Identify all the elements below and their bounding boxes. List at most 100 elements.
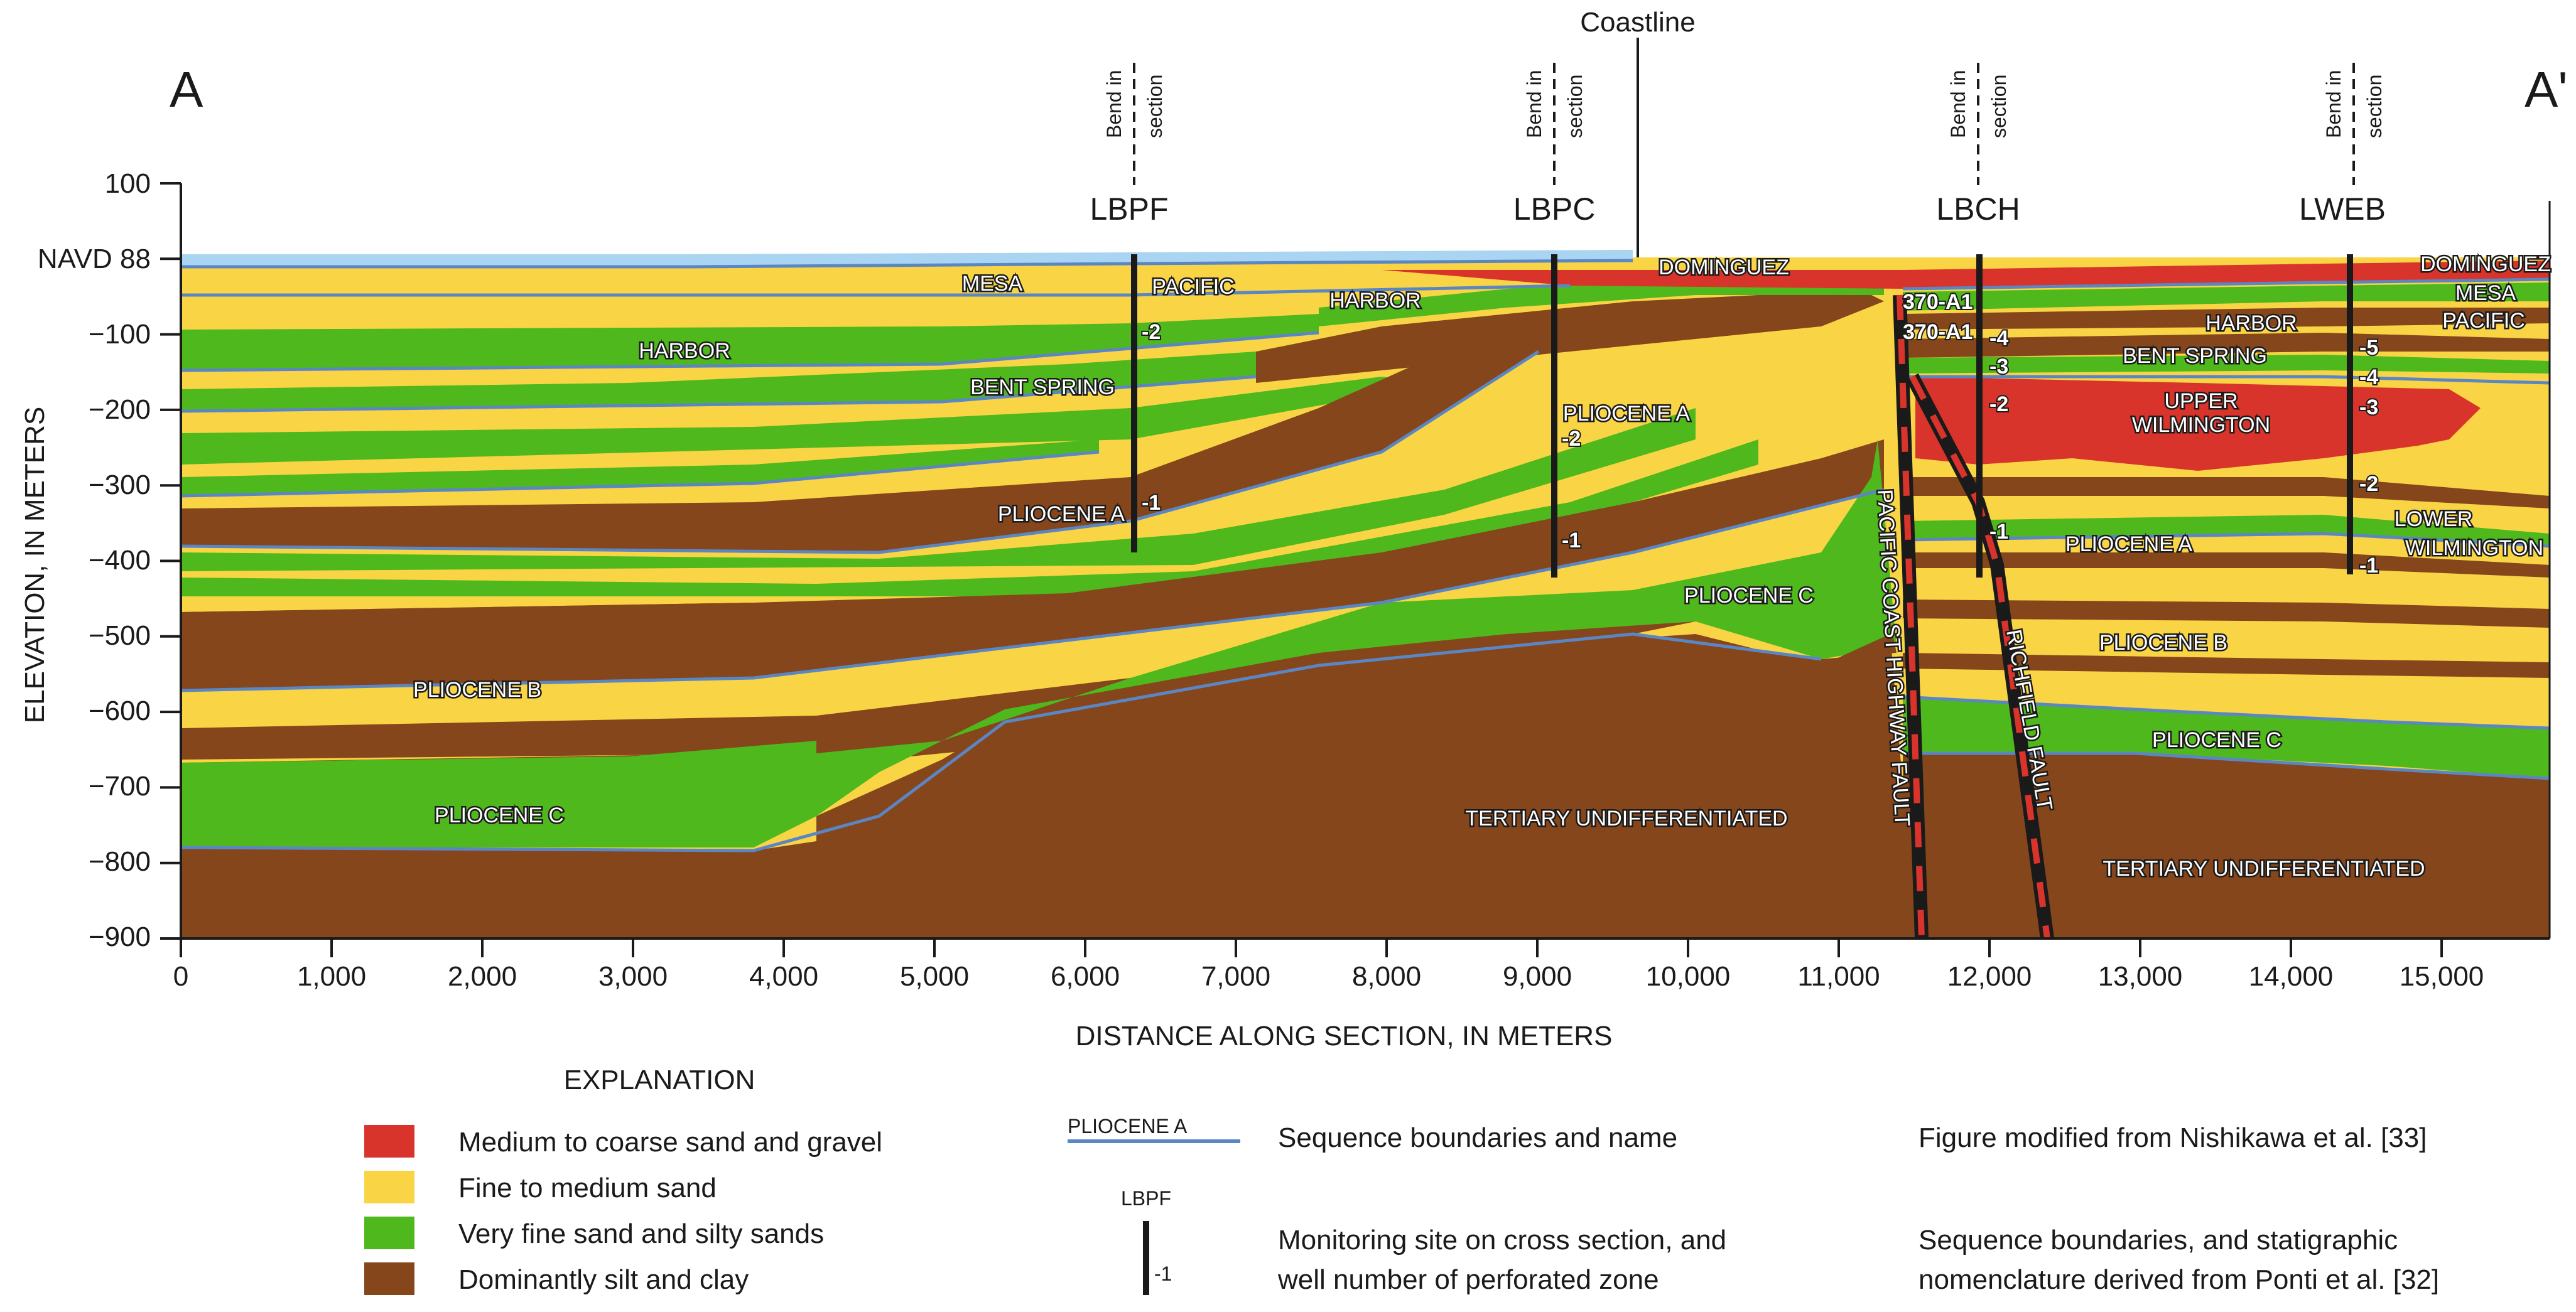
site-label: LBCH — [1936, 191, 2020, 227]
zone-label: -3 — [2359, 395, 2378, 419]
x-tick: 6,000 — [1051, 961, 1120, 992]
swatch-label: Fine to medium sand — [458, 1173, 717, 1203]
sequence-text: Sequence boundaries and name — [1278, 1122, 1677, 1153]
bend-marker-lbpc: Bend in section — [1523, 63, 1586, 185]
well-label: 370-A1 — [1903, 290, 1973, 314]
unit-label: LOWER — [2395, 507, 2473, 531]
site-sample-label: LBPF — [1121, 1187, 1171, 1210]
sequence-boundaries — [180, 259, 2550, 852]
unit-label: PLIOCENE C — [435, 804, 564, 827]
zone-label: -1 — [1562, 529, 1581, 552]
svg-text:section: section — [1144, 75, 1166, 138]
swatch-gravel — [364, 1125, 414, 1158]
site-text: Monitoring site on cross section, and — [1278, 1225, 1726, 1256]
stratum-east-clay-4 — [1903, 552, 2550, 578]
x-axis-title: DISTANCE ALONG SECTION, IN METERS — [1076, 1021, 1613, 1051]
unit-label: PLIOCENE C — [2152, 728, 2281, 752]
x-tick: 1,000 — [297, 961, 366, 992]
stratum-silty-bent — [181, 352, 1256, 411]
unit-label: DOMINGUEZ — [1659, 255, 1789, 279]
stratum-east-clay-2 — [1903, 333, 2550, 358]
stratum-east-clay-5 — [1903, 600, 2550, 628]
stratum-east-clay-1 — [1903, 308, 2550, 330]
unit-label: PLIOCENE B — [413, 678, 541, 702]
zone-label: -1 — [1142, 491, 1161, 515]
unit-label: HARBOR — [2205, 311, 2297, 335]
x-tick: 2,000 — [448, 961, 517, 992]
svg-text:section: section — [1988, 75, 2010, 138]
swatch-label: Medium to coarse sand and gravel — [458, 1127, 882, 1158]
unit-label: PLIOCENE A — [1563, 402, 1691, 426]
y-tick: −900 — [89, 922, 151, 952]
swatch-clay — [364, 1262, 414, 1295]
bend-marker-lbpf: Bend in section — [1103, 63, 1166, 185]
axes — [160, 182, 2551, 957]
y-tick: 100 — [105, 168, 151, 199]
unit-label: BENT SPRING — [970, 375, 1115, 399]
y-tick: −200 — [89, 394, 151, 425]
stratum-tertiary-center — [816, 634, 1915, 938]
y-tick-labels: 100 NAVD 88 −100 −200 −300 −400 −500 −60… — [38, 168, 151, 952]
monitoring-sites: LBPF -2 -1 LBPC -2 -1 LBCH -4 -3 -2 -1 L… — [1090, 191, 2386, 579]
zone-label: -2 — [1142, 320, 1161, 344]
svg-text:section: section — [1564, 75, 1586, 138]
svg-text:Bend in: Bend in — [1523, 70, 1545, 138]
stratum-east-clay-6 — [1903, 653, 2550, 678]
sequence-sample-label: PLIOCENE A — [1068, 1115, 1188, 1137]
y-tick: −700 — [89, 771, 151, 802]
explanation-title: EXPLANATION — [564, 1065, 755, 1095]
y-axis-title: ELEVATION, IN METERS — [19, 407, 50, 723]
unit-label: PACIFIC — [2442, 309, 2525, 333]
stratum-east-pliocene-c — [1903, 697, 2550, 778]
x-tick: 15,000 — [2400, 961, 2484, 992]
bend-markers: Bend in section Bend in section Bend in … — [1103, 63, 2386, 185]
site-label: LWEB — [2299, 191, 2386, 227]
stratum-east-tertiary — [1903, 753, 2550, 938]
x-tick: 14,000 — [2249, 961, 2334, 992]
stratum-clay-pliocene-a — [181, 326, 1539, 552]
unit-label: WILMINGTON — [2132, 413, 2270, 437]
stratum-east-silty-2 — [1903, 355, 2550, 374]
section-end-left: A — [170, 62, 203, 117]
unit-label: TERTIARY UNDIFFERENTIATED — [2102, 857, 2425, 881]
unit-label: PLIOCENE B — [2099, 631, 2227, 655]
svg-text:section: section — [2363, 75, 2386, 138]
faults — [1893, 294, 2054, 940]
svg-text:Bend in: Bend in — [1947, 70, 1969, 138]
x-tick: 12,000 — [1947, 961, 2032, 992]
site-label: LBPF — [1090, 191, 1168, 227]
zone-label: -2 — [2359, 472, 2378, 496]
stratum-east-red-top — [1382, 261, 2550, 289]
site-sample-zone: -1 — [1154, 1262, 1172, 1285]
strata — [181, 250, 2550, 938]
swatch-silty — [364, 1217, 414, 1249]
stratum-silty-5 — [181, 408, 1696, 571]
unit-label: PLIOCENE A — [2065, 532, 2193, 556]
y-tick: −600 — [89, 696, 151, 726]
zone-label: -1 — [1989, 520, 2008, 544]
zone-label: -4 — [1989, 326, 2008, 350]
x-tick: 3,000 — [598, 961, 668, 992]
x-tick: 5,000 — [900, 961, 969, 992]
zone-label: -5 — [2359, 336, 2378, 360]
stratum-pliocene-c-west — [181, 741, 816, 847]
zone-label: -2 — [1562, 427, 1581, 451]
x-tick: 10,000 — [1646, 961, 1731, 992]
unit-label: UPPER — [2164, 389, 2238, 413]
x-tick: 4,000 — [749, 961, 818, 992]
zone-label: -2 — [1989, 392, 2008, 416]
site-lbpf: LBPF -2 -1 — [1090, 191, 1169, 552]
y-tick: NAVD 88 — [38, 244, 151, 274]
stratum-silty-3 — [181, 377, 1444, 465]
x-tick: 11,000 — [1797, 961, 1880, 992]
x-tick: 13,000 — [2098, 961, 2183, 992]
unit-label: PACIFIC — [1152, 275, 1235, 299]
site-lbpc: LBPC -2 -1 — [1513, 191, 1595, 578]
y-tick: −800 — [89, 846, 151, 877]
zone-label: -4 — [2359, 365, 2378, 389]
stratum-ridge-clay — [1256, 295, 1884, 383]
stratum-silty-4 — [181, 439, 1099, 496]
bend-marker-lweb: Bend in section — [2322, 63, 2386, 185]
unit-label: TERTIARY UNDIFFERENTIATED — [1465, 807, 1787, 831]
svg-text:Bend in: Bend in — [1103, 70, 1125, 138]
